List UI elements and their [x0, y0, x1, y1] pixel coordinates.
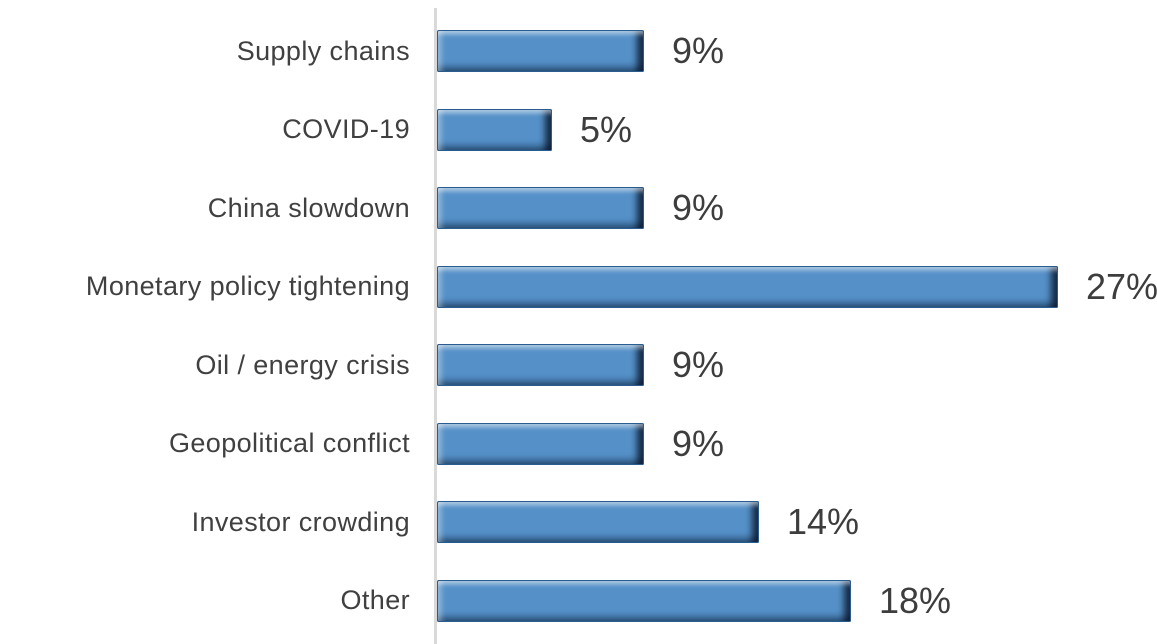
value-label: 9% [672, 187, 725, 229]
bar [437, 579, 851, 622]
value-label: 9% [672, 30, 725, 72]
chart-row: Investor crowding 14% [0, 483, 1157, 562]
bar [437, 108, 552, 151]
category-label: China slowdown [207, 192, 410, 223]
value-label: 9% [672, 344, 725, 386]
value-label: 14% [787, 501, 860, 543]
bar [437, 422, 644, 465]
category-label: Geopolitical conflict [168, 428, 410, 459]
bar [437, 187, 644, 230]
value-label: 5% [580, 108, 633, 150]
y-axis-line [434, 8, 437, 644]
category-label: COVID-19 [282, 114, 410, 145]
bar [437, 501, 759, 544]
chart-row: Geopolitical conflict 9% [0, 405, 1157, 484]
bar-area: 5% [437, 108, 633, 151]
category-label: Other [340, 585, 410, 616]
chart-row: China slowdown 9% [0, 169, 1157, 248]
value-label: 27% [1086, 265, 1157, 307]
bar [437, 265, 1058, 308]
bar-area: 9% [437, 30, 725, 73]
category-label: Oil / energy crisis [195, 349, 410, 380]
value-label: 18% [879, 579, 952, 621]
bar-area: 9% [437, 344, 725, 387]
chart-row: COVID-19 5% [0, 91, 1157, 170]
category-label: Monetary policy tightening [85, 271, 410, 302]
bar-area: 9% [437, 422, 725, 465]
bar-area: 9% [437, 187, 725, 230]
chart-row: Oil / energy crisis 9% [0, 326, 1157, 405]
bar-area: 27% [437, 265, 1157, 308]
category-label: Investor crowding [191, 506, 410, 537]
bar-area: 18% [437, 579, 952, 622]
chart-row: Other 18% [0, 562, 1157, 641]
chart-row: Supply chains 9% [0, 12, 1157, 91]
bar [437, 344, 644, 387]
bar-area: 14% [437, 501, 860, 544]
value-label: 9% [672, 422, 725, 464]
chart-row: Monetary policy tightening 27% [0, 248, 1157, 327]
bar [437, 30, 644, 73]
category-label: Supply chains [236, 35, 410, 66]
